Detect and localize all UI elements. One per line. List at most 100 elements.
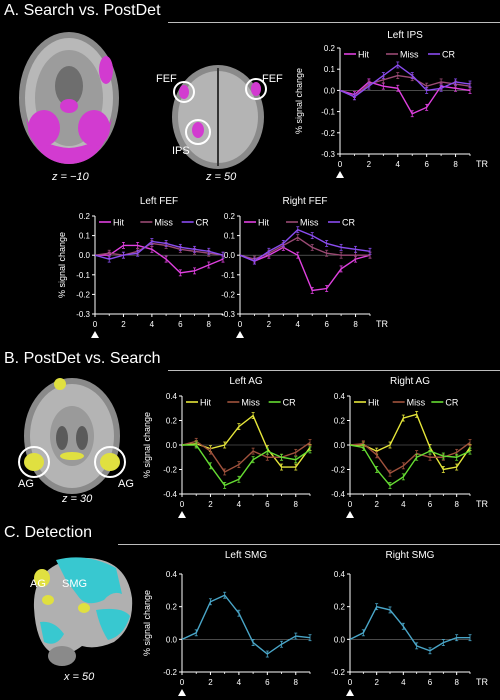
- y-tick-label: 0.2: [166, 603, 178, 612]
- x-tick-label: 2: [374, 500, 379, 509]
- x-tick-label: 0: [338, 160, 343, 169]
- legend-label: Hit: [113, 218, 124, 228]
- x-tick-label: 6: [178, 320, 183, 329]
- x-tick-label: 4: [401, 500, 406, 509]
- x-tick-label: 0: [180, 500, 185, 509]
- series-line: [182, 444, 311, 487]
- y-tick-label: 0.4: [166, 570, 178, 579]
- legend-label: CR: [283, 398, 296, 408]
- legend-label: Miss: [241, 398, 260, 408]
- chart-right-fef: Right FEF -0.3 -0.2 -0.1 0.0 0.1 0.2 0 2 4 6 8 TR Sti…: [221, 196, 388, 342]
- section-c-title: C. Detection: [4, 524, 93, 541]
- x-tick-label: 4: [396, 160, 401, 169]
- legend-label: Miss: [154, 218, 173, 228]
- brain-a2-coordinate: z = 50: [206, 171, 237, 183]
- x-tick-label: 4: [237, 678, 242, 687]
- brain-label-ag: AG: [30, 578, 46, 590]
- legend-label: CR: [342, 218, 355, 228]
- onset-marker: [346, 689, 354, 696]
- brain-label-fef-left: FEF: [156, 73, 177, 85]
- series-line: [239, 246, 371, 292]
- x-axis-label: TR: [476, 677, 488, 687]
- chart-right-smg: Right SMG -0.2 0.0 0.2 0.4 0 2 4 6 8 TR Change dete…: [331, 550, 488, 700]
- series-line: [349, 441, 471, 475]
- x-tick-label: 8: [454, 678, 459, 687]
- y-tick-label: 0.0: [324, 86, 336, 95]
- y-tick-label: -0.2: [331, 466, 345, 475]
- series-line: [181, 440, 311, 473]
- section-b-rule: [168, 370, 500, 371]
- brain-label-ag-left: AG: [18, 478, 34, 490]
- y-tick-label: 0.0: [166, 635, 178, 644]
- brain-b-coordinate: z = 30: [62, 493, 93, 505]
- y-tick-label: -0.2: [163, 668, 177, 677]
- legend-label: Miss: [407, 398, 426, 408]
- onset-label: Change detection: [346, 698, 413, 700]
- x-tick-label: 4: [401, 678, 406, 687]
- brain-axial-z-minus10: [19, 32, 119, 164]
- series-line: [350, 413, 471, 471]
- x-tick-label: 8: [207, 320, 212, 329]
- y-tick-label: -0.3: [321, 150, 335, 159]
- brain-sagittal-x50: [33, 557, 133, 666]
- chart-right-ag: Right AG -0.4 -0.2 0.0 0.2 0.4 0 2 4 6 8 TR Hit Miss C…: [331, 376, 488, 518]
- y-tick-label: 0.2: [334, 603, 346, 612]
- x-tick-label: 8: [454, 500, 459, 509]
- y-axis-label: % signal change: [142, 412, 152, 478]
- chart-title: Left FEF: [140, 196, 178, 207]
- series-line: [339, 81, 471, 115]
- legend-label: Miss: [400, 50, 419, 60]
- chart-left-ips: Left IPS -0.3 -0.2 -0.1 0.0 0.1 0.2 0 2 4 6 8 TR % si…: [294, 30, 488, 178]
- onset-marker: [346, 511, 354, 518]
- onset-label: Change detection: [178, 698, 245, 700]
- x-tick-label: 2: [367, 160, 372, 169]
- chart-title: Left AG: [229, 376, 263, 387]
- y-tick-label: 0.4: [334, 570, 346, 579]
- section-a-rule: [168, 22, 500, 23]
- onset-label: Stimulus onset: [91, 340, 147, 342]
- y-tick-label: -0.2: [163, 466, 177, 475]
- legend-label: Hit: [368, 398, 379, 408]
- chart-left-smg: Left SMG -0.2 0.0 0.2 0.4 0 2 4 6 8 % signal chang…: [142, 550, 312, 700]
- x-tick-label: 6: [428, 678, 433, 687]
- onset-marker: [91, 331, 99, 338]
- x-tick-label: 8: [294, 500, 299, 509]
- y-tick-label: 0.4: [334, 392, 346, 401]
- brain-c-coordinate: x = 50: [64, 671, 95, 683]
- x-tick-label: 0: [238, 320, 243, 329]
- x-axis-label: TR: [476, 159, 488, 169]
- brain-axial-z30: [18, 378, 126, 494]
- chart-left-ag: Left AG -0.4 -0.2 0.0 0.2 0.4 0 2 4 6 8 % signal ch…: [142, 376, 312, 522]
- legend-label: CR: [442, 50, 455, 60]
- series-line: [339, 74, 471, 98]
- y-tick-label: 0.2: [324, 44, 336, 53]
- series-line: [94, 240, 224, 260]
- y-tick-label: -0.2: [221, 290, 235, 299]
- section-c-rule: [118, 544, 500, 545]
- y-axis-label: % signal change: [294, 68, 304, 134]
- y-tick-label: -0.2: [76, 290, 90, 299]
- x-tick-label: 4: [296, 320, 301, 329]
- onset-label: Stimulus onset: [178, 520, 234, 522]
- x-tick-label: 0: [348, 500, 353, 509]
- series-line: [349, 605, 470, 652]
- x-tick-label: 6: [265, 500, 270, 509]
- chart-title: Right FEF: [282, 196, 327, 207]
- chart-title: Right AG: [390, 376, 430, 387]
- x-tick-label: 2: [267, 320, 272, 329]
- legend-label: Hit: [200, 398, 211, 408]
- y-tick-label: 0.1: [324, 65, 336, 74]
- brain-label-ips: IPS: [172, 145, 190, 157]
- x-tick-label: 0: [93, 320, 98, 329]
- x-tick-label: 2: [374, 678, 379, 687]
- onset-marker: [236, 331, 244, 338]
- brain-label-smg: SMG: [62, 578, 88, 590]
- y-tick-label: -0.3: [221, 310, 235, 319]
- y-tick-label: 0.0: [334, 441, 346, 450]
- legend-label: Miss: [300, 218, 319, 228]
- y-tick-label: -0.2: [331, 668, 345, 677]
- x-tick-label: 0: [180, 678, 185, 687]
- x-tick-label: 6: [265, 678, 270, 687]
- y-tick-label: 0.0: [334, 635, 346, 644]
